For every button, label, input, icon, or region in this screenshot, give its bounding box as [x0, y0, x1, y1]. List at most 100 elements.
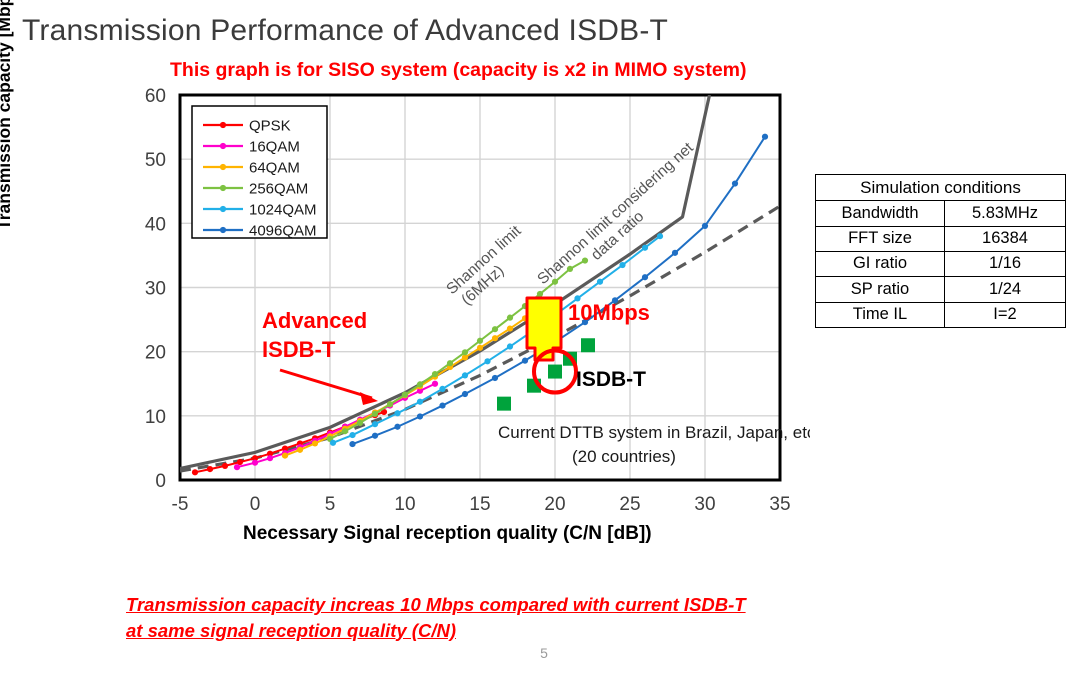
series-point — [581, 257, 589, 264]
series-point — [251, 459, 259, 466]
series-point — [431, 380, 439, 387]
isdbt-highlight-circle — [532, 348, 578, 395]
page-number: 5 — [540, 645, 548, 661]
reference-line — [180, 204, 780, 473]
series-point — [329, 439, 337, 446]
series-point — [416, 413, 424, 420]
legend-swatch-marker — [219, 142, 227, 150]
x-tick-label: 15 — [469, 494, 490, 515]
legend-swatch-marker — [219, 163, 227, 171]
y-tick-label: 60 — [145, 86, 166, 107]
bottom-caption-line2: at same signal reception quality (C/N) — [126, 619, 456, 641]
table-row: SP ratio 1/24 — [815, 276, 1066, 303]
y-axis-label: Transmission capacity [Mbps/6MHz] — [0, 0, 14, 230]
x-tick-label: 10 — [394, 494, 415, 515]
series-point — [266, 450, 274, 457]
series-point — [611, 297, 619, 304]
series-point — [566, 265, 574, 272]
series-line — [352, 136, 766, 446]
series-point — [656, 233, 664, 240]
legend-label: 256QAM — [249, 181, 308, 198]
x-tick-label: 5 — [325, 494, 336, 515]
series-point — [236, 458, 244, 466]
y-tick-label: 10 — [145, 407, 166, 428]
series-point — [233, 464, 241, 471]
gain-arrow-label: 10Mbps — [568, 300, 650, 325]
series-point — [506, 314, 514, 321]
series-point — [416, 387, 424, 394]
series-point — [506, 325, 514, 332]
simulation-conditions-header: Simulation conditions — [815, 173, 1066, 202]
series-point — [251, 455, 259, 462]
legend-label: 16QAM — [249, 139, 300, 156]
sim-row-key: Bandwidth — [815, 200, 945, 227]
series-point — [341, 428, 349, 435]
sim-row-value: 16384 — [944, 225, 1066, 252]
sim-row-key: SP ratio — [815, 276, 945, 303]
series-point — [491, 374, 499, 382]
x-axis-label: Necessary Signal reception quality (C/N … — [243, 523, 652, 544]
series-point — [521, 357, 529, 364]
table-row: Time IL I=2 — [815, 301, 1066, 329]
sim-row-value: I=2 — [944, 301, 1066, 329]
transmission-capacity-chart: -5 0 5 10 15 20 25 30 35 0 10 20 30 40 50 60 Shannon li… — [145, 86, 810, 515]
chart-container: Transmission capacity [Mbps/6MHz] Necess… — [0, 0, 810, 550]
series-point — [461, 372, 469, 379]
y-tick-label: 30 — [145, 279, 166, 300]
series-point — [191, 469, 199, 476]
series-point — [461, 354, 469, 361]
legend-swatch-marker — [219, 226, 227, 234]
series-point — [311, 440, 319, 447]
table-row: FFT size 16384 — [815, 225, 1066, 252]
simulation-conditions-table: Simulation conditions Bandwidth 5.83MHz FF… — [815, 173, 1066, 329]
advanced-isdbt-arrow-shaft — [279, 368, 373, 400]
y-tick-label: 20 — [145, 343, 166, 364]
series-point — [371, 421, 379, 428]
series-point — [581, 319, 589, 326]
legend-swatch-marker — [219, 184, 227, 192]
reference-lines — [180, 95, 780, 473]
series-point — [221, 462, 229, 469]
series-point — [671, 249, 679, 256]
series-point — [296, 446, 304, 453]
x-tick-label: 0 — [250, 494, 261, 515]
bottom-caption: Transmission capacity increas 10 Mbps co… — [126, 592, 956, 643]
isdbt-square-marker — [548, 364, 562, 379]
isdbt-square-marker — [581, 338, 595, 353]
series-point — [281, 445, 289, 452]
gain-arrow-shape — [525, 296, 563, 362]
sim-row-value: 5.83MHz — [944, 200, 1066, 227]
series-point — [476, 337, 484, 344]
legend-label: QPSK — [249, 118, 291, 135]
series-point — [461, 349, 469, 356]
gain-arrow: 10Mbps — [525, 296, 650, 362]
x-tick-label: 25 — [619, 494, 640, 515]
siso-note: This graph is for SISO system (capacity … — [170, 59, 747, 81]
plot-frame — [178, 93, 782, 482]
chart-legend: QPSK 16QAM 64QAM 256QAM 1024QAM 4096QAM — [191, 105, 328, 240]
series-point — [596, 278, 604, 285]
series-point — [446, 360, 454, 367]
series-point — [619, 261, 626, 269]
legend-swatch-marker — [219, 205, 227, 213]
series-point — [371, 432, 379, 439]
series-point — [701, 222, 709, 229]
axis-tick-labels: -5 0 5 10 15 20 25 30 35 0 10 20 30 40 50 60 — [145, 86, 791, 515]
isdbt-square-marker — [497, 396, 511, 411]
series-point — [761, 133, 769, 140]
x-tick-label: 20 — [544, 494, 565, 515]
series-point — [484, 358, 491, 365]
series-point — [386, 401, 394, 408]
shannon-net-label: Shannon limit considering net — [534, 139, 697, 288]
advanced-isdbt-callout: Advanced ISDB-T — [262, 308, 378, 405]
series-point — [401, 391, 409, 398]
series-point — [380, 408, 388, 416]
series-point — [641, 244, 649, 251]
advanced-isdbt-line2: ISDB-T — [262, 337, 336, 362]
series-point — [416, 398, 424, 405]
series-point — [431, 371, 439, 378]
series-point — [536, 290, 544, 298]
isdbt-marker-label: ISDB-T — [576, 368, 646, 391]
x-tick-label: 30 — [694, 494, 715, 515]
